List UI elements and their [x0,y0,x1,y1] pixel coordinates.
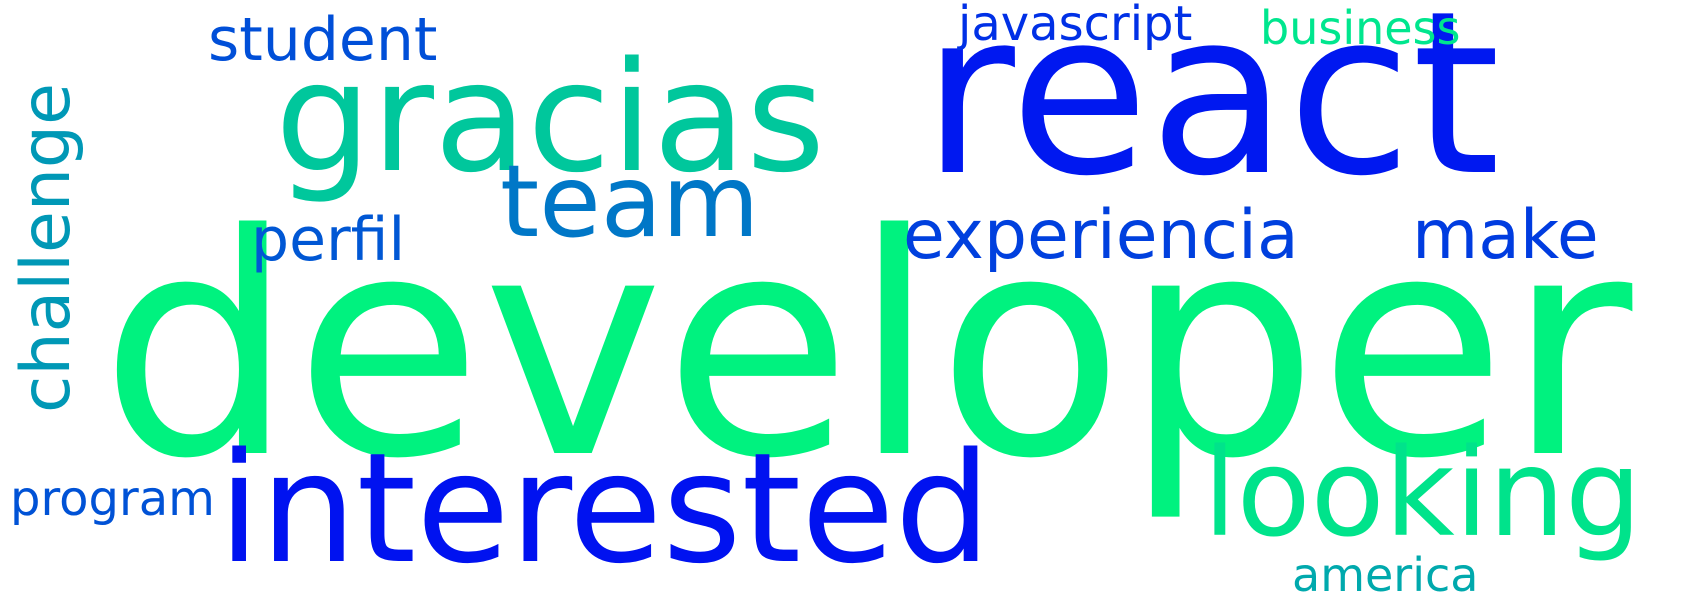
word-challenge: challenge [7,83,86,413]
word-experiencia: experiencia [903,196,1299,275]
word-react: react [922,0,1501,226]
word-interested: interested [218,420,992,597]
word-make: make [1412,196,1599,275]
word-america: america [1292,548,1479,602]
word-looking: looking [1203,423,1642,564]
word-gracias: gracias [275,29,826,206]
word-javascript: javascript [958,0,1193,52]
word-developer: developer [100,170,1633,526]
word-perfil: perfil [251,205,406,275]
word-student: student [208,5,438,75]
word-team: team [500,143,760,260]
word-business: business [1260,1,1461,55]
word-program: program [10,471,215,527]
